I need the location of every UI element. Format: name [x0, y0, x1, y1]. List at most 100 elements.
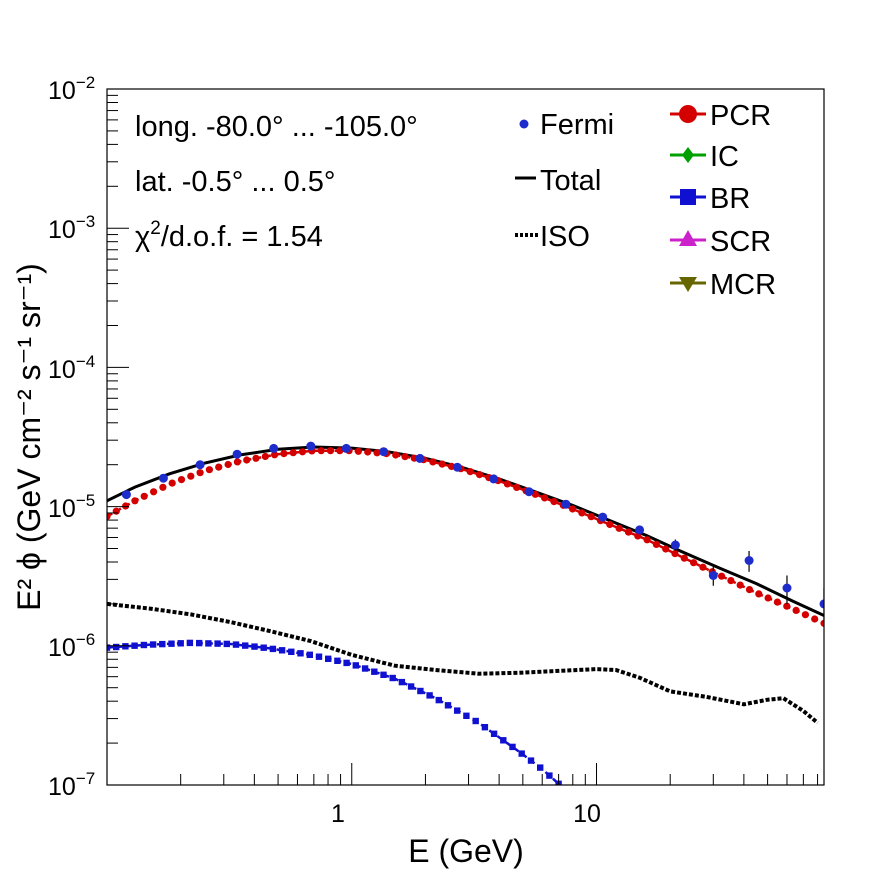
series-br-marker-22: [306, 651, 313, 658]
series-pcr-marker-67: [727, 577, 735, 585]
series-pcr-marker-1: [112, 507, 120, 515]
series-br-marker-5: [149, 641, 157, 648]
series-pcr-marker-27: [354, 447, 362, 455]
series-fermi-point-14: [635, 525, 645, 535]
series-fermi-point-17: [744, 556, 754, 565]
series-fermi-point-13: [598, 512, 608, 522]
series-pcr-marker-5: [150, 488, 158, 496]
legend-scr: SCR: [670, 226, 771, 258]
legend-ic-label: IC: [710, 141, 739, 173]
chi2-annotation: χ2/d.o.f. = 1.54: [135, 218, 323, 253]
series-br-marker-31: [389, 674, 396, 682]
series-pcr-marker-3: [131, 497, 139, 505]
series-pcr-marker-51: [578, 509, 586, 517]
legend-br-label: BR: [710, 183, 750, 215]
series-fermi-point-1: [158, 473, 168, 483]
y-tick-label-4: 10−3: [48, 212, 95, 244]
series-br-marker-34: [417, 687, 424, 695]
plot-frame: [106, 88, 825, 786]
series-pcr-marker-64: [699, 563, 707, 571]
series-pcr-marker-17: [261, 452, 269, 461]
series-pcr-marker-25: [336, 447, 344, 455]
series-pcr-marker-59: [652, 540, 661, 549]
y-tick-label-1: 10−6: [48, 630, 95, 662]
series-br-marker-37: [444, 702, 452, 709]
series-fermi-point-19: [819, 599, 824, 609]
x-axis-title: E (GeV): [408, 833, 524, 869]
legend-pcr-label: PCR: [710, 100, 771, 132]
series-pcr-marker-76: [811, 615, 819, 623]
series-pcr-marker-63: [690, 559, 698, 567]
legend-scr-label: SCR: [710, 226, 771, 258]
series-br-marker-17: [260, 644, 267, 651]
legend-ic: IC: [670, 141, 739, 173]
series-fermi-point-9: [452, 462, 462, 472]
legend-scr-marker: [679, 230, 697, 246]
series-pcr-marker-20: [289, 449, 297, 457]
series-br-marker-9: [186, 639, 194, 647]
series-pcr-marker-77: [820, 619, 824, 627]
series-pcr-marker-14: [233, 458, 241, 466]
series-pcr-marker-15: [243, 456, 251, 464]
series-br-marker-11: [205, 640, 212, 647]
series-fermi-point-6: [341, 443, 351, 453]
series-pcr-marker-69: [745, 586, 754, 594]
axis-ticks: [106, 94, 819, 786]
series-pcr-marker-71: [764, 594, 772, 602]
series-pcr-marker-40: [475, 471, 484, 479]
series-pcr-marker-24: [326, 447, 335, 455]
series-pcr-marker-16: [252, 454, 260, 462]
series-pcr-marker-48: [550, 498, 558, 506]
series-fermi-point-16: [708, 571, 718, 580]
series-br-marker-32: [398, 678, 406, 686]
series-fermi-point-0: [121, 490, 131, 500]
series-br-marker-26: [343, 659, 350, 667]
series-pcr-marker-2: [122, 502, 130, 510]
series-pcr-marker-54: [606, 520, 614, 529]
series-br-marker-13: [223, 640, 230, 648]
series-pcr-marker-72: [773, 598, 782, 606]
series-iso-line: [107, 601, 819, 725]
series-pcr-marker-11: [205, 466, 213, 474]
series-pcr-marker-36: [438, 460, 446, 468]
legend-mcr-label: MCR: [710, 269, 776, 301]
series-br-marker-27: [352, 662, 359, 669]
series-br-marker-25: [334, 657, 341, 664]
series-pcr-marker-31: [392, 451, 400, 459]
series-fermi-point-3: [232, 449, 242, 459]
series-br-marker-33: [407, 683, 415, 690]
series-br-marker-39: [463, 712, 470, 719]
series-pcr-marker-9: [187, 472, 195, 480]
series-br-marker-18: [269, 645, 277, 653]
series-pcr-marker-43: [503, 480, 511, 488]
series-br-marker-3: [131, 642, 138, 649]
series-br-marker-45: [518, 750, 525, 757]
series-pcr-marker-47: [541, 494, 549, 502]
series-pcr-marker-44: [513, 483, 521, 491]
legend-br-marker: [680, 189, 696, 205]
series-pcr-marker-52: [587, 513, 595, 521]
series-br-marker-21: [297, 650, 304, 657]
series-pcr-marker-6: [159, 483, 167, 491]
y-tick-label-5: 10−2: [48, 73, 95, 105]
series-br-marker-20: [288, 648, 295, 655]
series-pcr-marker-0: [107, 512, 111, 520]
series-pcr-marker-60: [662, 545, 670, 553]
series-fermi-point-12: [561, 499, 571, 509]
series-pcr-marker-75: [801, 611, 810, 619]
series-pcr-marker-29: [373, 449, 381, 457]
series-fermi-point-15: [670, 540, 680, 550]
series-pcr-marker-35: [429, 458, 437, 466]
series-br-marker-14: [232, 641, 240, 648]
series-br-marker-35: [426, 692, 433, 699]
series-br-marker-28: [361, 665, 369, 672]
series-br-marker-42: [490, 730, 498, 737]
series-br-marker-0: [107, 644, 111, 651]
series-pcr-marker-73: [783, 602, 791, 610]
series-pcr-marker-21: [298, 448, 307, 456]
legend-fermi-marker: [519, 119, 529, 129]
legend-pcr-marker: [679, 105, 697, 123]
series-fermi-point-4: [269, 443, 279, 453]
series-fermi-point-10: [489, 474, 499, 484]
